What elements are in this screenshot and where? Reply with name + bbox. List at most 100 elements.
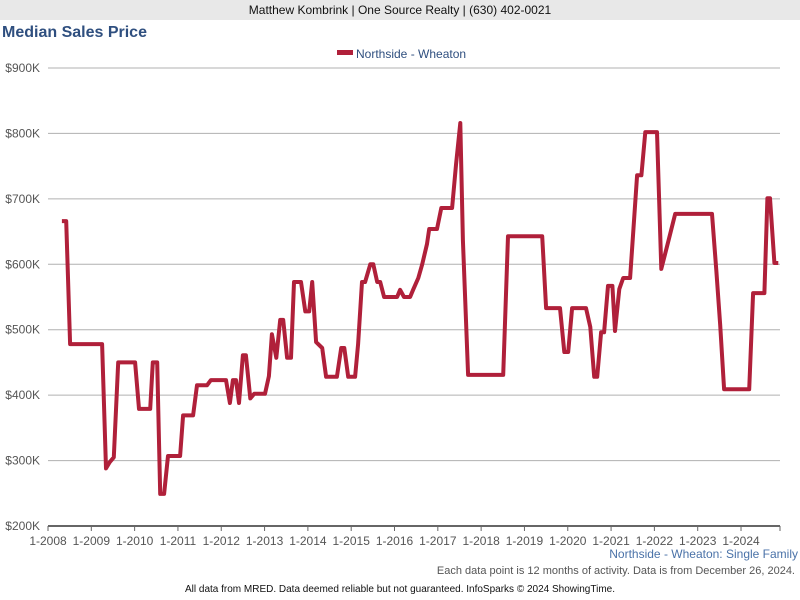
data-point[interactable]: [628, 276, 632, 280]
data-point[interactable]: [252, 392, 256, 396]
data-point[interactable]: [439, 206, 443, 210]
data-point[interactable]: [181, 413, 185, 417]
data-point[interactable]: [506, 234, 510, 238]
data-point[interactable]: [639, 173, 643, 177]
data-point[interactable]: [353, 375, 357, 379]
data-point[interactable]: [108, 460, 112, 464]
data-point[interactable]: [402, 295, 406, 299]
data-point[interactable]: [595, 375, 599, 379]
data-point[interactable]: [395, 295, 399, 299]
data-point[interactable]: [562, 350, 566, 354]
data-point[interactable]: [714, 268, 718, 272]
legend[interactable]: Northside - Wheaton: [337, 47, 466, 61]
data-point[interactable]: [178, 454, 182, 458]
data-point[interactable]: [584, 306, 588, 310]
data-point[interactable]: [292, 280, 296, 284]
data-point[interactable]: [606, 284, 610, 288]
data-point[interactable]: [158, 492, 162, 496]
data-point[interactable]: [195, 383, 199, 387]
data-point[interactable]: [398, 288, 402, 292]
data-point[interactable]: [166, 454, 170, 458]
data-point[interactable]: [466, 373, 470, 377]
data-point[interactable]: [408, 295, 412, 299]
data-point[interactable]: [133, 360, 137, 364]
data-point[interactable]: [722, 387, 726, 391]
data-point[interactable]: [772, 261, 776, 265]
data-point[interactable]: [324, 375, 328, 379]
data-point[interactable]: [655, 130, 659, 134]
data-point[interactable]: [263, 392, 267, 396]
data-point[interactable]: [68, 342, 72, 346]
data-point[interactable]: [435, 227, 439, 231]
data-point[interactable]: [602, 330, 606, 334]
data-point[interactable]: [303, 309, 307, 313]
data-point[interactable]: [371, 262, 375, 266]
data-point[interactable]: [617, 287, 621, 291]
data-point[interactable]: [411, 288, 415, 292]
data-point[interactable]: [224, 378, 228, 382]
data-point[interactable]: [148, 407, 152, 411]
data-point[interactable]: [416, 276, 420, 280]
data-point[interactable]: [378, 280, 382, 284]
data-point[interactable]: [314, 340, 318, 344]
data-point[interactable]: [621, 276, 625, 280]
data-point[interactable]: [137, 407, 141, 411]
data-point[interactable]: [710, 212, 714, 216]
data-point[interactable]: [363, 280, 367, 284]
data-point[interactable]: [673, 212, 677, 216]
data-point[interactable]: [162, 492, 166, 496]
data-point[interactable]: [450, 206, 454, 210]
data-point[interactable]: [613, 329, 617, 333]
data-point[interactable]: [248, 396, 252, 400]
data-point[interactable]: [458, 121, 462, 125]
data-point[interactable]: [659, 267, 663, 271]
data-point[interactable]: [155, 360, 159, 364]
data-point[interactable]: [501, 373, 505, 377]
data-point[interactable]: [762, 291, 766, 295]
data-point[interactable]: [570, 306, 574, 310]
data-point[interactable]: [151, 360, 155, 364]
data-point[interactable]: [104, 466, 108, 470]
data-point[interactable]: [346, 375, 350, 379]
data-point[interactable]: [558, 306, 562, 310]
data-point[interactable]: [60, 219, 64, 223]
data-point[interactable]: [310, 280, 314, 284]
data-point[interactable]: [751, 291, 755, 295]
data-point[interactable]: [320, 346, 324, 350]
data-point[interactable]: [635, 173, 639, 177]
data-point[interactable]: [425, 242, 429, 246]
data-point[interactable]: [299, 280, 303, 284]
data-point[interactable]: [274, 356, 278, 360]
data-point[interactable]: [610, 284, 614, 288]
data-point[interactable]: [112, 455, 116, 459]
data-point[interactable]: [461, 238, 465, 242]
data-point[interactable]: [191, 413, 195, 417]
data-point[interactable]: [307, 309, 311, 313]
data-point[interactable]: [267, 374, 271, 378]
data-point[interactable]: [116, 360, 120, 364]
data-point[interactable]: [588, 325, 592, 329]
data-point[interactable]: [237, 401, 241, 405]
data-point[interactable]: [666, 239, 670, 243]
data-point[interactable]: [454, 163, 458, 167]
data-point[interactable]: [285, 356, 289, 360]
data-point[interactable]: [64, 219, 68, 223]
data-point[interactable]: [776, 261, 780, 265]
data-point[interactable]: [270, 332, 274, 336]
data-point[interactable]: [335, 375, 339, 379]
data-point[interactable]: [100, 342, 104, 346]
data-point[interactable]: [244, 353, 248, 357]
data-point[interactable]: [540, 234, 544, 238]
data-point[interactable]: [566, 350, 570, 354]
data-point[interactable]: [209, 378, 213, 382]
data-point[interactable]: [382, 295, 386, 299]
data-point[interactable]: [718, 323, 722, 327]
data-point[interactable]: [420, 262, 424, 266]
data-point[interactable]: [228, 401, 232, 405]
data-point[interactable]: [205, 383, 209, 387]
data-point[interactable]: [747, 387, 751, 391]
data-point[interactable]: [544, 306, 548, 310]
data-point[interactable]: [768, 196, 772, 200]
data-point[interactable]: [643, 130, 647, 134]
data-point[interactable]: [356, 342, 360, 346]
